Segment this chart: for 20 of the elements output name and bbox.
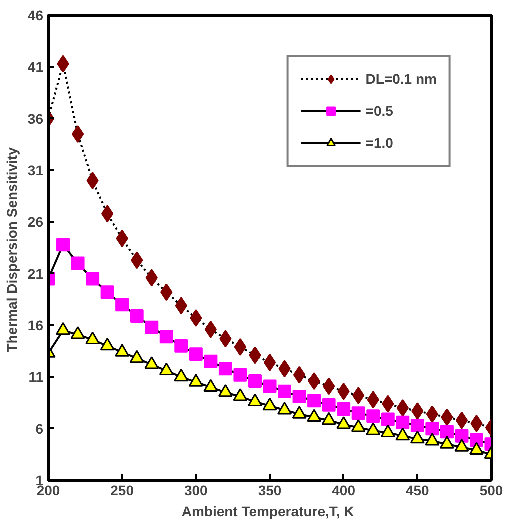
y-tick-label: 16 xyxy=(28,318,44,334)
x-tick-label: 400 xyxy=(332,482,356,498)
y-tick-label: 36 xyxy=(28,110,44,127)
x-axis-title: Ambient Temperature,T, K xyxy=(182,504,354,520)
y-axis-title: Thermal Dispersion Sensitivity xyxy=(4,147,20,352)
y-tick-label: 31 xyxy=(28,162,44,178)
x-tick-label: 500 xyxy=(480,482,504,498)
legend-label: =0.5 xyxy=(366,103,394,119)
y-tick-label: 26 xyxy=(28,214,44,230)
x-tick-label: 250 xyxy=(110,482,134,498)
legend-label: =1.0 xyxy=(366,135,394,151)
y-tick-label: 41 xyxy=(28,59,44,76)
x-tick-label: 350 xyxy=(258,482,282,498)
x-tick-label: 450 xyxy=(406,482,430,498)
y-tick-label: 6 xyxy=(36,420,44,437)
legend-label: DL=0.1 nm xyxy=(366,71,437,87)
y-tick-label: 11 xyxy=(28,369,44,386)
y-tick-label: 21 xyxy=(28,266,44,282)
x-tick-label: 300 xyxy=(184,482,208,498)
y-tick-label: 46 xyxy=(28,8,44,24)
